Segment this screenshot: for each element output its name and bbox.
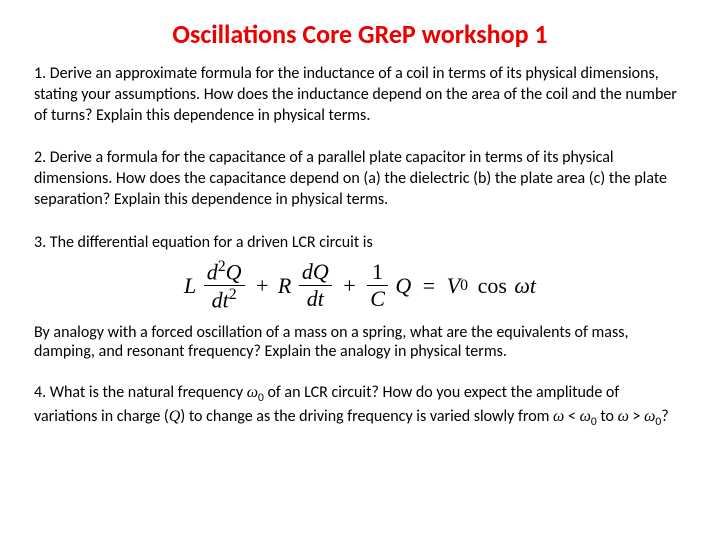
frac-dq-dt: dQ dt — [299, 259, 332, 312]
sym-V: V — [447, 273, 460, 299]
sym-exp2b: 2 — [229, 286, 237, 303]
sym-exp2a: 2 — [218, 258, 226, 275]
q4-e: ? — [661, 407, 668, 426]
frac-1-c: 1 C — [367, 259, 388, 312]
sym-Q3: Q — [169, 408, 181, 425]
q4-d: to — [597, 407, 618, 426]
sym-C: C — [367, 286, 388, 312]
question-3-after: By analogy with a forced oscillation of … — [34, 323, 686, 361]
sym-R: R — [278, 273, 291, 299]
slide: Oscillations Core GReP workshop 1 1. Der… — [0, 0, 720, 540]
sym-dt1: dt — [212, 287, 229, 312]
sym-dQ: dQ — [299, 259, 332, 286]
sym-d: d — [207, 259, 218, 284]
sym-plus2: + — [343, 273, 355, 299]
sym-cos: cos — [478, 273, 507, 299]
question-3-intro: 3. The differential equation for a drive… — [34, 233, 686, 252]
sym-Q1: Q — [226, 259, 242, 284]
sym-w0b: ω — [580, 408, 591, 425]
question-1: 1. Derive an approximate formula for the… — [34, 64, 686, 126]
sym-plus1: + — [256, 273, 268, 299]
q4-a: 4. What is the natural frequency — [34, 383, 247, 402]
sym-gt: > — [633, 407, 641, 426]
sym-wt: ωt — [514, 273, 536, 299]
slide-title: Oscillations Core GReP workshop 1 — [34, 18, 686, 50]
frac-d2q-dt2: d2Q dt2 — [204, 258, 245, 314]
q4-c: ) to change as the driving frequency is … — [180, 407, 553, 426]
sym-1: 1 — [367, 259, 388, 286]
sym-L: L — [184, 273, 196, 299]
sym-lt: < — [568, 407, 576, 426]
sym-w2: ω — [618, 408, 629, 425]
sym-w1: ω — [553, 408, 564, 425]
question-2: 2. Derive a formula for the capacitance … — [34, 148, 686, 210]
sym-eq: = — [423, 273, 435, 299]
sym-V0sub: 0 — [460, 277, 468, 295]
sym-w0a: ω — [247, 384, 258, 401]
question-4: 4. What is the natural frequency ω0 of a… — [34, 383, 686, 429]
sym-Q2: Q — [395, 273, 411, 299]
lcr-equation: L d2Q dt2 + R dQ dt + 1 C Q = V0 cos ωt — [34, 258, 686, 314]
question-3: 3. The differential equation for a drive… — [34, 233, 686, 362]
sym-w0c: ω — [644, 408, 655, 425]
sym-dt2: dt — [299, 286, 332, 312]
